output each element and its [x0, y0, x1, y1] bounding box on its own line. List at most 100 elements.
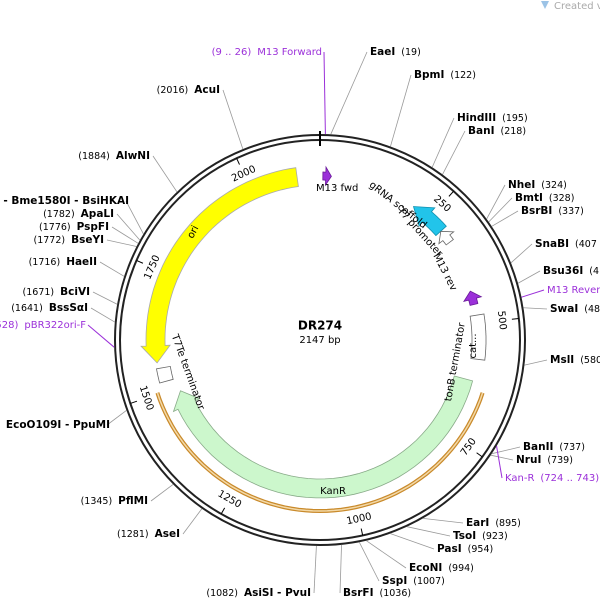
tick-mark	[511, 318, 519, 320]
site-leader	[90, 307, 115, 323]
site-label: (1716) HaeII	[29, 256, 97, 268]
cat-box	[469, 313, 487, 361]
site-name: AlwNI	[116, 150, 150, 162]
site-name: SspI	[382, 575, 407, 587]
site-label: BanII (737)	[523, 441, 585, 453]
site-leader	[491, 446, 521, 455]
site-position: (19)	[401, 47, 421, 58]
site-position: (954)	[468, 544, 494, 555]
site-position: (324)	[541, 180, 567, 191]
kan-r-primer-arc-inner	[156, 392, 484, 512]
primer-range: (724 .. 743)	[540, 473, 599, 484]
feature-label: ori	[186, 224, 202, 241]
primer-leader	[521, 289, 545, 298]
site-name: TsoI	[453, 530, 476, 542]
site-name: PspFI	[77, 221, 109, 233]
site-leader	[517, 270, 541, 284]
site-label: Bsu36I (4	[543, 265, 599, 277]
site-name: AsiSI - PvuI	[244, 587, 311, 599]
site-position: (1007)	[413, 576, 445, 587]
site-label: EaeI (19)	[370, 46, 421, 58]
primer-label: 528) pBR322ori-F	[0, 320, 86, 331]
site-position: (737)	[559, 442, 585, 453]
site-name: BsrBI	[521, 205, 552, 217]
site-label: (1082) AsiSI - PvuI	[206, 587, 311, 599]
site-leader	[106, 410, 127, 426]
site-position: (1776)	[39, 222, 71, 233]
site-leader	[339, 544, 342, 594]
site-name: AcuI	[194, 84, 220, 96]
primer-range: 528)	[0, 320, 18, 331]
site-position: (1641)	[11, 303, 43, 314]
site-leader	[490, 454, 514, 461]
site-position: (994)	[448, 563, 474, 574]
site-position: (580)	[580, 355, 600, 366]
primer-name: pBR322ori-F	[24, 320, 86, 331]
site-leader	[330, 51, 368, 135]
site-label: (1641) BssSαI	[11, 302, 88, 314]
site-position: (1281)	[117, 529, 149, 540]
site-name: BciVI	[60, 286, 90, 298]
site-leader	[222, 89, 244, 150]
site-position: (739)	[547, 455, 573, 466]
site-position: (328)	[549, 193, 575, 204]
site-name: PflMI	[118, 495, 148, 507]
site-leader	[358, 542, 380, 582]
site-position: (218)	[500, 126, 526, 137]
site-name: BssSαI	[49, 302, 88, 314]
site-label: (1281) AseI	[117, 528, 180, 540]
site-position: (1671)	[23, 287, 55, 298]
primer-name: M13 Forward	[257, 47, 322, 58]
tick-mark	[236, 158, 240, 165]
site-label: TsoI (923)	[453, 530, 508, 542]
site-leader	[422, 518, 464, 524]
site-label: BmtI (328)	[515, 192, 574, 204]
site-leader	[390, 533, 435, 550]
site-leader	[99, 261, 125, 277]
site-leader	[488, 197, 513, 223]
site-position: (1772)	[34, 235, 66, 246]
primer-name: M13 Rever	[547, 285, 600, 296]
feature-label: KanR	[320, 486, 346, 497]
site-name: HaeII	[66, 256, 97, 268]
site-position: (923)	[482, 531, 508, 542]
site-label: EarI (895)	[466, 517, 521, 529]
site-leader	[431, 117, 455, 168]
site-label: SwaI (48	[550, 303, 600, 315]
site-label: SnaBI (407	[535, 238, 597, 250]
site-position: (1036)	[380, 588, 412, 599]
site-name: HindIII	[457, 112, 496, 124]
kanr-arrow	[172, 375, 474, 499]
site-name: EcoNI	[409, 562, 442, 574]
site-leader	[510, 243, 533, 264]
tick-label: 500	[495, 310, 508, 330]
site-leader	[313, 545, 317, 594]
m13-fwd-arrow	[322, 165, 332, 187]
site-position: (48	[584, 304, 600, 315]
site-position: (1082)	[206, 588, 238, 599]
feature-label: M13 rev	[430, 252, 458, 293]
site-name: AseI	[155, 528, 180, 540]
site-name: PasI	[437, 543, 462, 555]
ori-arrow	[140, 167, 299, 364]
site-name: SnaBI	[535, 238, 569, 250]
site-label: BpmI (122)	[414, 69, 476, 81]
site-leader	[182, 508, 203, 535]
site-position: (195)	[502, 113, 528, 124]
primer-leader	[87, 324, 115, 348]
tick-mark	[476, 452, 483, 458]
t7-promoter-arrow	[438, 230, 455, 246]
site-label: SspI (1007)	[382, 575, 445, 587]
primer-label: M13 Rever	[547, 285, 600, 296]
primer-label: Kan-R (724 .. 743)	[505, 473, 599, 484]
site-name: - Bme1580I - BsiHKAI	[3, 195, 129, 207]
site-label: (1782) ApaLI	[43, 208, 114, 220]
site-name: EarI	[466, 517, 489, 529]
primer-label: (9 .. 26) M13 Forward	[212, 47, 322, 58]
site-label: BsrBI (337)	[521, 205, 584, 217]
grna-arrow	[412, 206, 447, 237]
plasmid-length: 2147 bp	[299, 335, 340, 346]
site-leader	[442, 130, 466, 175]
site-position: (1884)	[78, 151, 110, 162]
site-label: (1884) AlwNI	[78, 150, 150, 162]
